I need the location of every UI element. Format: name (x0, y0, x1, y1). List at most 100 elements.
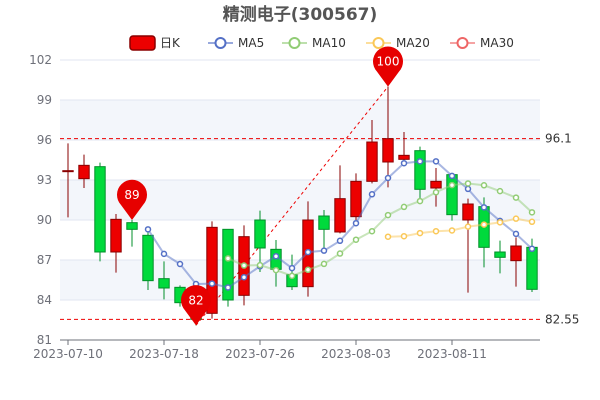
ma-point (480, 221, 488, 228)
candle-down (414, 150, 426, 190)
candle-up (62, 170, 74, 173)
candle-up (334, 198, 346, 233)
legend-label: MA10 (312, 36, 346, 50)
ma-point (464, 223, 472, 230)
mark-point-label: 100 (377, 55, 400, 69)
mark-point-label: 82 (188, 293, 203, 307)
ma-point (512, 215, 520, 222)
ma-point (224, 255, 232, 262)
ma-point (272, 266, 280, 274)
ma-point (320, 260, 328, 268)
candle-down (142, 234, 154, 282)
candle-up (510, 245, 522, 262)
ma-point (400, 159, 408, 167)
x-tick-label: 2023-08-11 (417, 347, 487, 361)
y-tick-label: 99 (37, 93, 52, 107)
legend-label: MA5 (238, 36, 264, 50)
candle-up (78, 164, 90, 180)
ma-point (480, 204, 488, 211)
ma-point (336, 250, 344, 257)
ma-point (432, 158, 440, 165)
ma-point (464, 185, 472, 193)
ma-point (528, 209, 536, 216)
x-tick-label: 2023-07-18 (129, 347, 199, 361)
ma-point (304, 248, 312, 256)
ma-point (224, 284, 232, 291)
legend-icon-candle (129, 35, 156, 51)
legend-icon-marker (456, 37, 469, 49)
legend-label: MA30 (480, 36, 514, 50)
ma-point (352, 236, 360, 243)
candle-up (206, 226, 218, 314)
ma-point (336, 237, 344, 245)
ma-point (320, 247, 328, 254)
legend-icon-marker (288, 37, 301, 49)
mark-point-label: 89 (124, 188, 139, 202)
y-tick-label: 96 (37, 133, 52, 147)
legend-label: MA20 (396, 36, 430, 50)
ma-line-ma20 (387, 217, 533, 238)
ma-point (448, 172, 456, 180)
ma-point (512, 230, 520, 238)
ma-point (160, 250, 168, 258)
x-tick-label: 2023-08-03 (321, 347, 391, 361)
candle-down (494, 251, 506, 258)
ma-point (432, 189, 440, 196)
legend-label: 日K (160, 36, 181, 50)
ma-point (208, 280, 216, 287)
y-tick-label: 81 (37, 333, 52, 347)
candle-down (222, 228, 234, 301)
ma-point (288, 264, 296, 272)
x-tick-label: 2023-07-26 (225, 347, 295, 361)
grid-band (60, 100, 540, 140)
ma-point (384, 174, 392, 182)
ma-point (256, 261, 264, 269)
ma-point (368, 191, 376, 198)
ma-point (448, 181, 456, 189)
mark-line-label: 96.1 (545, 132, 572, 146)
ma-point (368, 227, 376, 235)
candle-down (126, 222, 138, 230)
ma-point (304, 266, 312, 274)
ma-point (528, 245, 536, 253)
candle-down (318, 215, 330, 230)
ma-point (240, 262, 248, 269)
ma-point (288, 272, 296, 280)
candle-down (158, 278, 170, 289)
ma-point (416, 158, 424, 165)
ma-point (240, 273, 248, 281)
grid-band (60, 260, 540, 300)
candle-down (446, 174, 458, 216)
candle-up (398, 154, 410, 160)
ma-point (464, 180, 472, 187)
legend-icon-marker (214, 37, 227, 49)
mark-point-pin (117, 179, 148, 220)
y-tick-label: 87 (37, 253, 52, 267)
ma-point (432, 227, 440, 235)
ma-point (400, 203, 408, 211)
ma-point (448, 227, 456, 234)
candle-up (382, 138, 394, 163)
legend-icon-marker (372, 37, 385, 49)
y-tick-label: 93 (37, 173, 52, 187)
y-tick-label: 84 (37, 293, 52, 307)
candle-up (366, 141, 378, 182)
ma-point (176, 260, 184, 268)
ma-point (512, 194, 520, 201)
candle-down (526, 246, 538, 290)
candle-down (94, 166, 106, 253)
mark-point-pin (181, 285, 212, 326)
x-tick-label: 2023-07-10 (33, 347, 103, 361)
y-tick-label: 90 (37, 213, 52, 227)
candle-up (462, 203, 474, 221)
mark-point-pin (373, 46, 403, 87)
ma-point (496, 187, 504, 195)
candle-down (254, 219, 266, 249)
ma-point (528, 218, 536, 226)
ma-point (416, 197, 424, 205)
chart-title: 精测电子(300567) (223, 4, 378, 25)
ma-point (384, 233, 392, 240)
candle-up (430, 180, 442, 189)
ma-point (400, 232, 408, 240)
